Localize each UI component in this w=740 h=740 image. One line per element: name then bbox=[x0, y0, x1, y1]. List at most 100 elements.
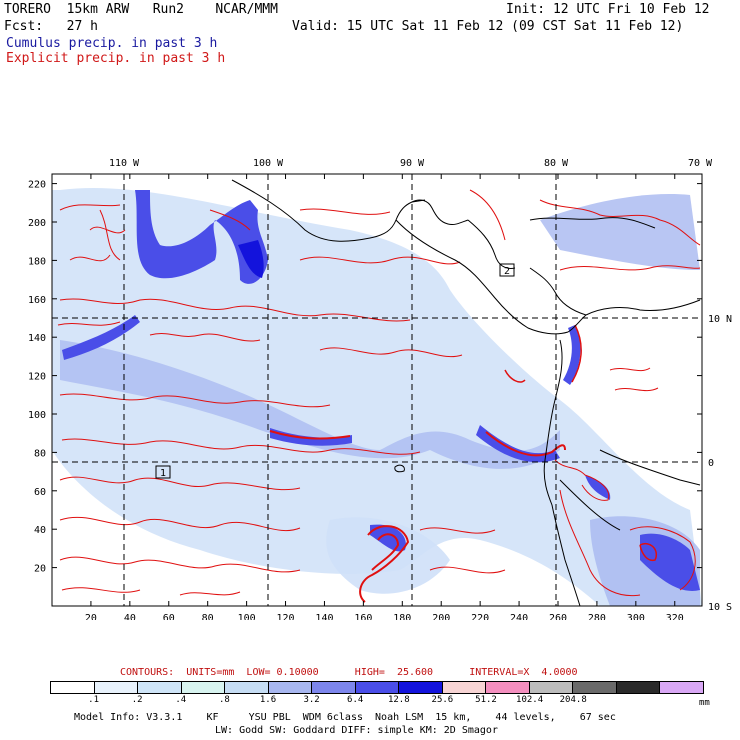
precip-contour bbox=[554, 459, 610, 501]
precip-contour bbox=[419, 527, 506, 574]
y-tick-label: 20 bbox=[34, 564, 46, 575]
precip-contour bbox=[59, 204, 126, 262]
init-time: Init: 12 UTC Fri 10 Feb 12 bbox=[506, 2, 710, 17]
legend-tick-label: .4 bbox=[175, 695, 187, 705]
cumulus-precip-core bbox=[62, 315, 140, 360]
x-tick-label: 200 bbox=[432, 613, 450, 620]
y-tick-label: 80 bbox=[34, 448, 46, 459]
x-tick-label: 20 bbox=[85, 613, 97, 620]
precip-contour bbox=[299, 208, 461, 265]
lon-label: 100 W bbox=[253, 158, 284, 169]
point-label: 1 bbox=[160, 468, 166, 479]
legend-tick-label: 12.8 bbox=[387, 695, 410, 705]
legend-color-box bbox=[94, 682, 139, 693]
x-tick-label: 120 bbox=[277, 613, 295, 620]
x-tick-label: 320 bbox=[666, 613, 684, 620]
lon-label: 110 W bbox=[109, 158, 140, 169]
precip-contour bbox=[469, 189, 701, 246]
legend-tick-label: 51.2 bbox=[475, 695, 497, 705]
lat-label: 0 bbox=[708, 458, 714, 469]
legend-units: mm bbox=[699, 698, 710, 708]
y-axis: 20 40 60 80 100 120 140 160 180 200 220 bbox=[28, 180, 702, 575]
legend-tick-label: 6.4 bbox=[347, 695, 364, 705]
point-label: 2 bbox=[504, 266, 510, 277]
coastline-island bbox=[529, 217, 656, 229]
cumulus-precip-core bbox=[585, 475, 611, 500]
precip-field bbox=[52, 188, 702, 606]
coastline-yucatan bbox=[411, 199, 469, 225]
border-line bbox=[559, 449, 701, 531]
lon-label: 70 W bbox=[688, 158, 713, 169]
legend-color-box bbox=[529, 682, 574, 693]
cumulus-precip-core bbox=[370, 524, 406, 552]
x-tick-label: 280 bbox=[588, 613, 606, 620]
valid-time: Valid: 15 UTC Sat 11 Feb 12 (09 CST Sat … bbox=[292, 19, 684, 34]
precip-contour bbox=[269, 430, 351, 440]
x-tick-label: 260 bbox=[549, 613, 567, 620]
legend-color-box bbox=[225, 682, 269, 693]
field-explicit-label: Explicit precip. in past 3 h bbox=[6, 51, 226, 66]
cumulus-precip-shading bbox=[540, 194, 700, 270]
legend-ticks: .1 .2 .4 .8 1.6 3.2 6.4 12.8 25.6 51.2 102.4 204.8 bbox=[50, 695, 704, 707]
legend-tick-label: .2 bbox=[131, 695, 143, 705]
legend-color-box bbox=[399, 682, 443, 693]
point-box bbox=[499, 263, 515, 277]
plot-frame bbox=[51, 173, 703, 607]
coastline-mexico bbox=[231, 179, 426, 242]
y-tick-label: 140 bbox=[28, 333, 46, 344]
point-box bbox=[155, 465, 171, 479]
legend-color-box bbox=[573, 682, 617, 693]
x-tick-label: 40 bbox=[124, 613, 136, 620]
lon-label: 90 W bbox=[400, 158, 425, 169]
precip-contour bbox=[485, 431, 566, 457]
coastline-galapagos bbox=[394, 464, 405, 473]
precip-contour bbox=[61, 438, 421, 455]
x-tick-label: 220 bbox=[471, 613, 489, 620]
legend-color-box bbox=[486, 682, 530, 693]
x-axis: 20 40 60 80 100 120 140 160 180 200 220 240 260 280 30… bbox=[85, 174, 684, 620]
precip-contour bbox=[559, 265, 701, 271]
legend-color-box bbox=[138, 682, 182, 693]
legend-color-box bbox=[268, 682, 313, 693]
lat-label: 10 N bbox=[708, 314, 732, 325]
contour-info: CONTOURS: UNITS=mm LOW= 0.10000 HIGH= 25… bbox=[120, 667, 578, 678]
y-tick-label: 180 bbox=[28, 256, 46, 267]
y-tick-label: 100 bbox=[28, 410, 46, 421]
legend-color-box bbox=[616, 682, 661, 693]
precip-contour bbox=[629, 526, 696, 591]
cumulus-precip-core bbox=[270, 428, 352, 446]
explicit-precip-contours bbox=[57, 189, 701, 603]
legend-tick-label: 25.6 bbox=[431, 695, 454, 705]
y-tick-label: 220 bbox=[28, 180, 46, 191]
model-info: Model Info: V3.3.1 KF YSU PBL WDM 6class… bbox=[74, 712, 616, 723]
legend-color-box bbox=[355, 682, 400, 693]
legend-tick-label: .8 bbox=[218, 695, 230, 705]
legend-tick-label: .1 bbox=[88, 695, 100, 705]
cumulus-precip-core bbox=[135, 190, 268, 284]
y-tick-label: 40 bbox=[34, 525, 46, 536]
forecast-hour: Fcst: 27 h bbox=[4, 19, 98, 34]
precip-contour bbox=[59, 393, 331, 408]
precip-contour bbox=[59, 556, 301, 573]
coastline-caribbean bbox=[467, 219, 587, 316]
precip-contour bbox=[639, 543, 657, 562]
x-tick-label: 240 bbox=[510, 613, 528, 620]
lon-label: 80 W bbox=[544, 158, 569, 169]
physics-info: LW: Godd SW: Goddard DIFF: simple KM: 2D… bbox=[215, 725, 498, 736]
precip-contour bbox=[59, 476, 301, 491]
cumulus-precip-shading bbox=[60, 340, 560, 469]
lat-label: 10 S bbox=[708, 602, 732, 613]
y-tick-label: 200 bbox=[28, 218, 46, 229]
coastline-central-america bbox=[395, 219, 587, 335]
precip-contour bbox=[319, 347, 463, 358]
cumulus-precip-core bbox=[563, 325, 581, 385]
cumulus-precip-core bbox=[238, 240, 264, 278]
legend-color-box bbox=[660, 682, 703, 693]
y-tick-label: 120 bbox=[28, 372, 46, 383]
legend-color-box bbox=[312, 682, 356, 693]
precip-contour bbox=[59, 516, 301, 532]
precip-contour bbox=[61, 587, 241, 596]
cumulus-precip-core bbox=[476, 425, 560, 463]
precip-contour bbox=[57, 321, 261, 342]
precip-contour bbox=[359, 525, 410, 603]
